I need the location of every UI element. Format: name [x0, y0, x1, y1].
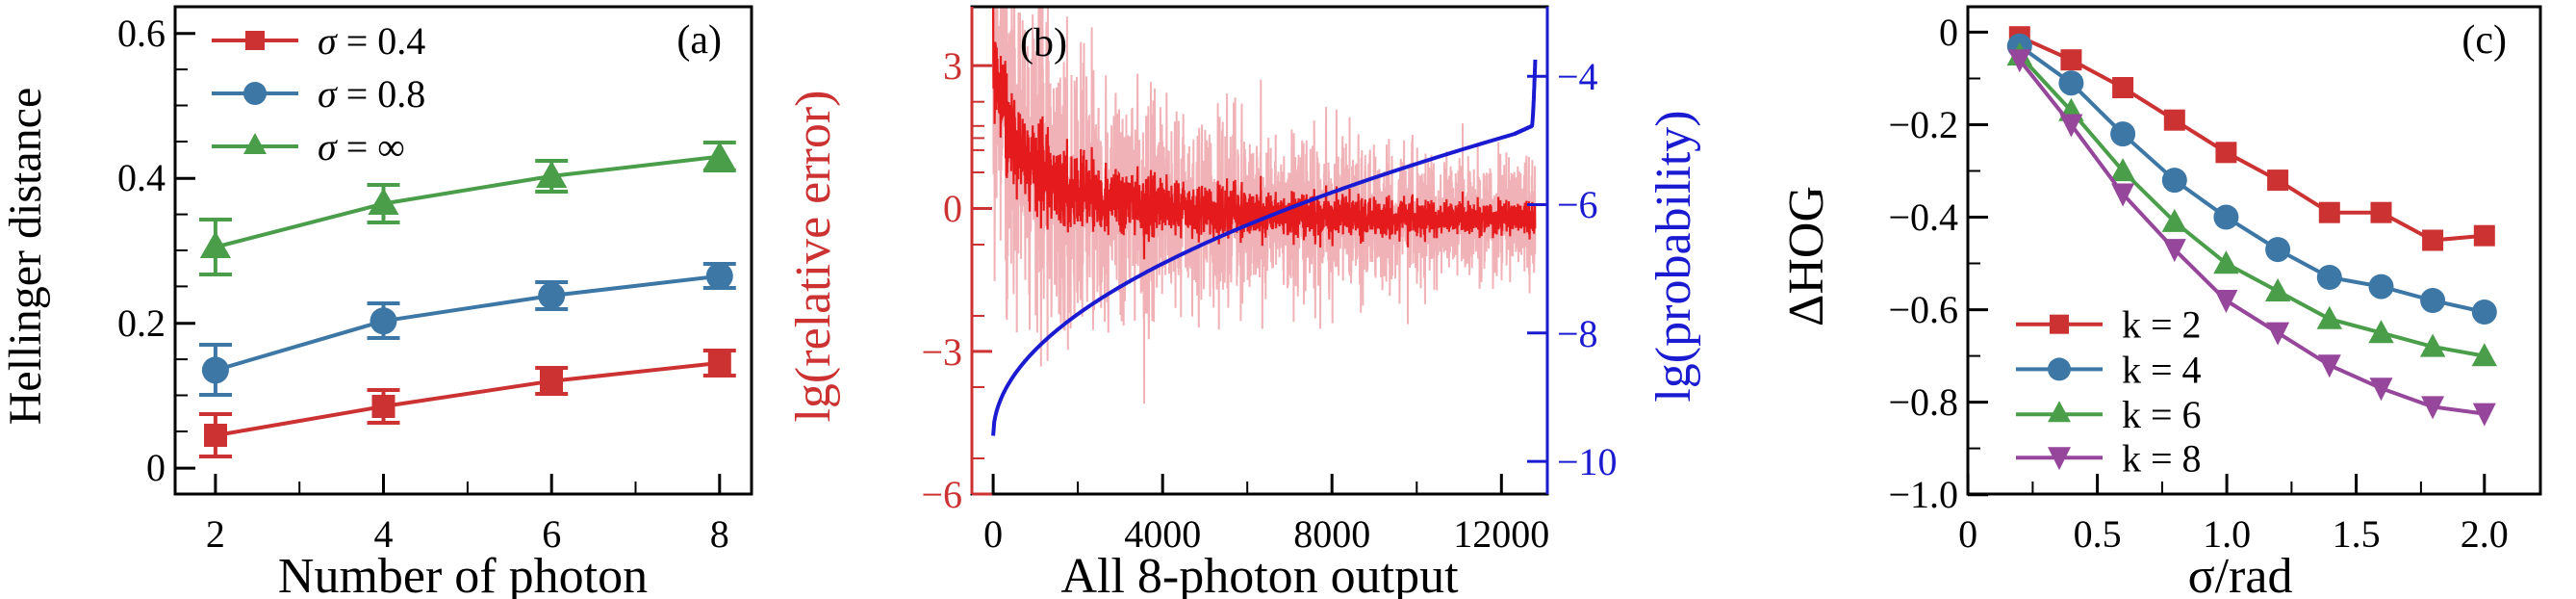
svg-text:Number of photon: Number of photon [278, 549, 648, 599]
svg-text:(a): (a) [676, 18, 722, 63]
svg-text:(c): (c) [2461, 18, 2507, 63]
svg-text:0.2: 0.2 [117, 301, 166, 345]
svg-text:(b): (b) [1020, 21, 1067, 65]
svg-text:k = 8: k = 8 [2122, 436, 2202, 480]
svg-text:−3: −3 [921, 330, 962, 374]
svg-text:0: 0 [983, 512, 1003, 556]
svg-text:0: 0 [146, 446, 166, 489]
svg-text:−6: −6 [921, 473, 962, 516]
svg-text:−4: −4 [1557, 55, 1598, 98]
svg-text:−1.0: −1.0 [1888, 473, 1958, 516]
svg-text:−6: −6 [1557, 183, 1598, 226]
svg-text:σ = ∞: σ = ∞ [318, 125, 405, 169]
svg-text:0: 0 [1958, 512, 1977, 556]
svg-text:σ/rad: σ/rad [2188, 549, 2293, 599]
svg-text:0.4: 0.4 [117, 156, 166, 199]
svg-text:1.5: 1.5 [2333, 512, 2381, 556]
svg-text:k = 2: k = 2 [2122, 303, 2202, 347]
svg-text:3: 3 [943, 44, 962, 88]
svg-text:−0.6: −0.6 [1888, 288, 1958, 331]
svg-text:2: 2 [206, 512, 225, 556]
svg-text:12000: 12000 [1453, 512, 1549, 556]
svg-text:0: 0 [943, 187, 962, 230]
svg-text:σ = 0.8: σ = 0.8 [318, 72, 425, 116]
svg-text:σ = 0.4: σ = 0.4 [318, 19, 425, 63]
svg-text:2.0: 2.0 [2461, 512, 2509, 556]
svg-text:−0.2: −0.2 [1888, 103, 1958, 146]
svg-text:−8: −8 [1557, 312, 1598, 355]
svg-text:0.5: 0.5 [2074, 512, 2122, 556]
svg-text:8: 8 [710, 512, 729, 556]
svg-text:Hellinger distance: Hellinger distance [0, 88, 51, 426]
svg-text:0: 0 [1939, 11, 1958, 54]
svg-text:All 8-photon output: All 8-photon output [1060, 549, 1459, 599]
svg-text:−0.4: −0.4 [1888, 195, 1958, 239]
svg-text:k = 6: k = 6 [2122, 393, 2202, 436]
svg-text:−10: −10 [1557, 440, 1618, 483]
svg-text:ΔHOG: ΔHOG [1779, 186, 1834, 326]
svg-text:lg(relative error): lg(relative error) [786, 90, 841, 422]
svg-text:0.6: 0.6 [117, 12, 166, 55]
svg-text:lg(probability): lg(probability) [1646, 110, 1701, 402]
svg-text:−0.8: −0.8 [1888, 380, 1958, 424]
svg-text:k = 4: k = 4 [2122, 348, 2202, 391]
